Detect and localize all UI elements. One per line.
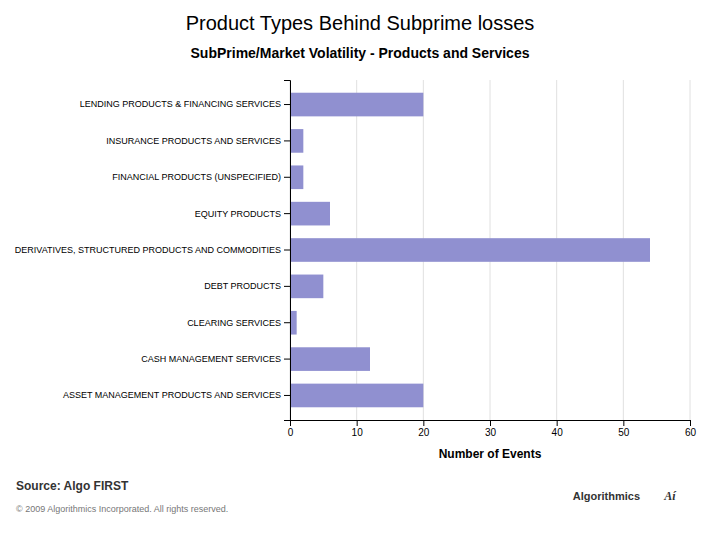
tick-mark: [423, 420, 424, 426]
tick-label: 20: [418, 427, 430, 438]
category-label: ASSET MANAGEMENT PRODUCTS AND SERVICES: [63, 390, 281, 400]
tick-mark: [284, 395, 290, 396]
tick: 20: [418, 420, 430, 438]
tick-mark: [284, 140, 290, 141]
tick: 10: [352, 420, 364, 438]
tick-label: 0: [288, 427, 294, 438]
chart: Product Types Behind Subprime losses SubP…: [0, 0, 720, 540]
tick-mark: [284, 286, 290, 287]
x-axis-title: Number of Events: [439, 447, 542, 461]
tick: CLEARING SERVICES: [187, 318, 290, 328]
tick-label: 30: [485, 427, 497, 438]
grid-line: [690, 80, 691, 420]
tick: 30: [485, 420, 497, 438]
category-label: DEBT PRODUCTS: [204, 281, 281, 291]
plot: 0 10 20 30 40 50 60 LENDING PRODUCTS & FINANCIN…: [15, 80, 697, 461]
category-label: LENDING PRODUCTS & FINANCING SERVICES: [80, 99, 281, 109]
category-label: CLEARING SERVICES: [187, 318, 281, 328]
category-label: DERIVATIVES, STRUCTURED PRODUCTS AND COM…: [15, 245, 281, 255]
tick: INSURANCE PRODUCTS AND SERVICES: [106, 136, 290, 146]
bar: [290, 202, 330, 226]
tick-mark: [357, 420, 358, 426]
subtitle: SubPrime/Market Volatility - Products an…: [191, 45, 530, 61]
tick-label: 10: [352, 427, 364, 438]
tick-label: 50: [618, 427, 630, 438]
annotation: Aí: [663, 489, 677, 503]
category-label: FINANCIAL PRODUCTS (UNSPECIFIED): [112, 172, 281, 182]
category-label: CASH MANAGEMENT SERVICES: [141, 354, 281, 364]
bar: [290, 238, 650, 262]
tick: 60: [685, 420, 697, 438]
tick: FINANCIAL PRODUCTS (UNSPECIFIED): [112, 172, 290, 182]
tick-mark: [490, 420, 491, 426]
title: Product Types Behind Subprime losses: [186, 12, 535, 34]
tick: CASH MANAGEMENT SERVICES: [141, 354, 290, 364]
tick: DERIVATIVES, STRUCTURED PRODUCTS AND COM…: [15, 245, 290, 255]
grid: [290, 80, 690, 420]
tick-mark: [690, 420, 691, 426]
tick-mark: [623, 420, 624, 426]
tick-mark: [284, 250, 290, 251]
bars: [290, 93, 650, 408]
axis-line: [291, 421, 691, 427]
tick-mark: [284, 322, 290, 323]
annotation: Source: Algo FIRST: [16, 479, 129, 493]
bar: [290, 275, 323, 299]
tick-mark: [284, 104, 290, 105]
bar: [290, 129, 303, 153]
tick-mark: [284, 213, 290, 214]
tick: DEBT PRODUCTS: [204, 281, 290, 291]
tick: 50: [618, 420, 630, 438]
category-label: EQUITY PRODUCTS: [195, 209, 281, 219]
bar: [290, 93, 423, 117]
annotation: Algorithmics: [573, 490, 640, 502]
tick: ASSET MANAGEMENT PRODUCTS AND SERVICES: [63, 390, 290, 400]
x-axis: 0 10 20 30 40 50 60: [288, 420, 697, 438]
tick: 40: [552, 420, 564, 438]
tick: EQUITY PRODUCTS: [195, 209, 290, 219]
annotations: Source: Algo FIRST © 2009 Algorithmics In…: [16, 479, 677, 514]
tick-mark: [284, 177, 290, 178]
bar: [290, 165, 303, 189]
tick-mark: [557, 420, 558, 426]
annotation: © 2009 Algorithmics Incorporated. All ri…: [16, 504, 228, 514]
tick-mark: [284, 359, 290, 360]
tick: LENDING PRODUCTS & FINANCING SERVICES: [80, 99, 290, 109]
tick-label: 40: [552, 427, 564, 438]
y-axis: LENDING PRODUCTS & FINANCING SERVICES INS…: [15, 81, 291, 421]
category-label: INSURANCE PRODUCTS AND SERVICES: [106, 136, 281, 146]
tick: 0: [288, 420, 294, 438]
axis-line: [284, 81, 291, 421]
bar: [290, 347, 370, 371]
tick-label: 60: [685, 427, 697, 438]
bar: [290, 384, 423, 408]
